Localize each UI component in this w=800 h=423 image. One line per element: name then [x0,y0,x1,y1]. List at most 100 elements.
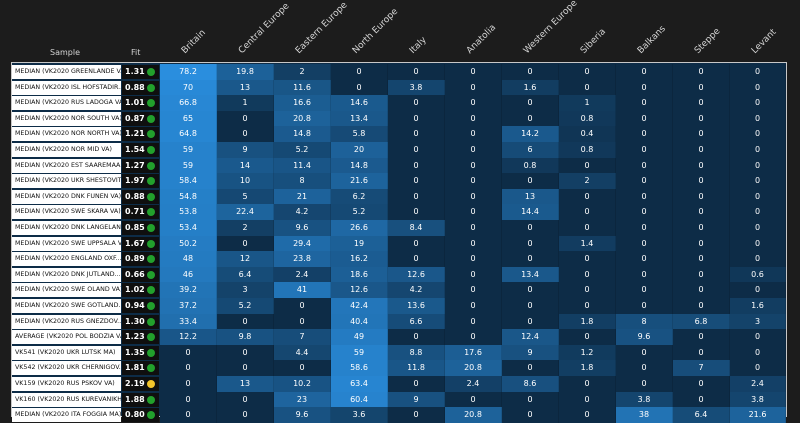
fit-value: 0.85 [125,223,145,232]
fit-status-dot [147,146,155,154]
heatmap-cell: 23.8 [274,251,331,267]
heatmap-cell: 0 [673,79,730,96]
heatmap-cell: 0 [388,251,445,267]
heatmap-cell: 0 [445,329,502,345]
column-label: Eastern Europe [293,0,350,57]
fit-cell: 0.89 [122,252,159,267]
heatmap-cell: 37.2 [160,298,217,314]
heatmap-cell: 0 [730,360,786,376]
fit-status-dot [147,68,155,76]
fit-status-dot [147,192,155,201]
sample-name: MEDIAN (VK2020 DNK FUNEN VA) [12,189,121,204]
heatmap-cell: 33.4 [160,313,217,330]
fit-cell: 1.01 [122,96,159,111]
heatmap-cell: 9.8 [217,329,274,345]
heatmap-cell: 59 [160,142,217,158]
heatmap-cell: 0 [559,204,616,220]
fit-status-dot [147,317,155,326]
heatmap-cell: 49 [331,329,388,345]
heatmap-cell: 0 [559,376,616,392]
heatmap-cell: 5.8 [331,126,388,142]
heatmap-cell: 0 [445,235,502,252]
heatmap-cell: 0 [445,204,502,220]
fit-value: 0.88 [125,191,145,201]
heatmap-cell: 0 [217,126,274,142]
sample-name: MEDIAN (VK2020 SWE UPPSALA V... [12,236,121,251]
heatmap-cell: 0 [388,188,445,205]
fit-cell: 1.21 [122,127,159,142]
fit-cell: 0.66 [122,267,159,282]
heatmap-cell: 0 [388,110,445,127]
heatmap-cell: 63.4 [331,376,388,392]
heatmap-cell: 0 [673,157,730,174]
heatmap-cell: 0 [559,251,616,267]
heatmap-cell: 53.8 [160,204,217,220]
heatmap-cell: 9 [388,391,445,408]
fit-value: 1.81 [125,363,145,373]
column-label: Central Europe [236,1,292,56]
heatmap-cell: 0 [616,204,673,220]
fit-value: 1.27 [125,160,145,170]
column-label: Britain [179,27,208,56]
heatmap-cell: 5.2 [274,142,331,158]
heatmap-cell: 2.4 [445,376,502,392]
fit-status-dot [147,411,155,420]
heatmap-cell: 0 [616,220,673,236]
sample-name: VK542 (VK2020 UKR CHERNIGOV... [12,361,121,376]
table-row: MEDIAN (VK2020 NOR NORTH VA) 1.21 64.8 0 14.… [12,126,786,142]
table-row: VK541 (VK2020 UKR LUTSK MA) 1.35 0 0 4.4 59 8.… [12,344,786,361]
heatmap-cell: 0 [502,313,559,330]
fit-cell: 0.87 [122,111,159,126]
heatmap-cell: 3.8 [730,391,786,408]
heatmap-cell: 0 [217,235,274,252]
heatmap-cell: 13 [502,188,559,205]
heatmap-cell: 0 [673,142,730,158]
heatmap-cell: 54.8 [160,188,217,205]
fit-cell: 2.19 [122,377,159,391]
sample-name: VK159 (VK2020 RUS PSKOV VA) [12,377,121,391]
fit-cell: 1.81 [122,361,159,376]
heatmap-cell: 60.4 [331,391,388,408]
fit-status-dot [147,395,155,404]
fit-value: 1.54 [125,145,145,154]
heatmap-cell: 0 [616,110,673,127]
heatmap-cell: 1.2 [559,344,616,361]
heatmap-cell: 14.6 [331,95,388,111]
column-label: Western Europe [521,0,580,56]
fit-value: 0.66 [125,269,145,279]
sample-name: MEDIAN (VK2020 EST SAAREMAA... [12,158,121,173]
heatmap-cell: 0 [502,235,559,252]
heatmap-cell: 13.4 [331,110,388,127]
heatmap-cell: 6 [502,142,559,158]
heatmap-cell: 8 [616,313,673,330]
heatmap-cell: 78.2 [160,64,217,80]
heatmap-cell: 0 [445,298,502,314]
fit-value: 1.23 [125,332,145,342]
heatmap-cell: 0 [730,204,786,220]
fit-value: 1.88 [125,394,145,404]
heatmap-cell: 11.6 [274,79,331,96]
heatmap-cell: 13.4 [502,266,559,283]
heatmap-cell: 0 [616,344,673,361]
table-row: MEDIAN (VK2020 UKR SHESTOVIT... 1.97 58.4 1… [12,173,786,189]
heatmap-cell: 0 [502,282,559,298]
heatmap-cell: 8.6 [502,376,559,392]
heatmap-cell: 14.2 [502,126,559,142]
heatmap-cell: 0 [274,360,331,376]
fit-cell: 0.85 [122,221,159,235]
heatmap-cell: 19 [331,235,388,252]
heatmap-cell: 0 [217,110,274,127]
heatmap-cell: 16.6 [274,95,331,111]
fit-cell: 1.31 [122,65,159,79]
heatmap-cell: 0 [502,360,559,376]
table-row: MEDIAN (VK2020 DNK LANGELAN... 0.85 53.4 2 9… [12,220,786,236]
table-row: MEDIAN (VK2020 ITA FOGGIA MA) 0.80 0 0 9.6 3.… [12,407,786,423]
fit-value: 1.31 [125,67,145,76]
heatmap-cell: 19.8 [217,64,274,80]
heatmap-cell: 0 [160,407,217,423]
heatmap-cell: 0 [502,64,559,80]
heatmap-cell: 4.2 [274,204,331,220]
fit-cell: 1.88 [122,392,159,407]
heatmap-cell: 12 [217,251,274,267]
heatmap-cell: 0 [217,391,274,408]
